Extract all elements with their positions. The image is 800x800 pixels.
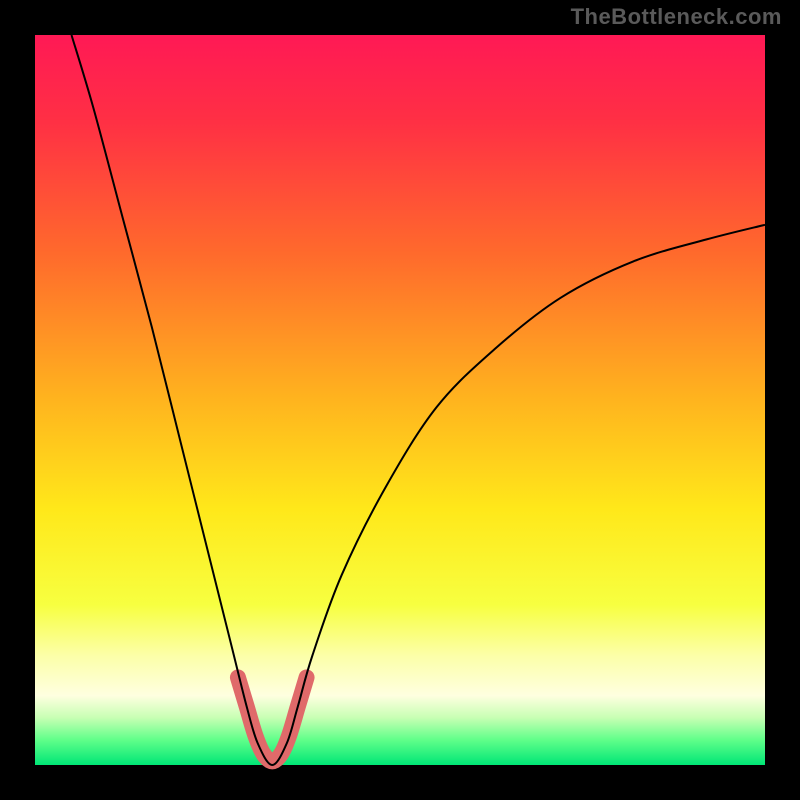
bottleneck-chart	[0, 0, 800, 800]
chart-background	[35, 35, 765, 765]
chart-container: TheBottleneck.com	[0, 0, 800, 800]
